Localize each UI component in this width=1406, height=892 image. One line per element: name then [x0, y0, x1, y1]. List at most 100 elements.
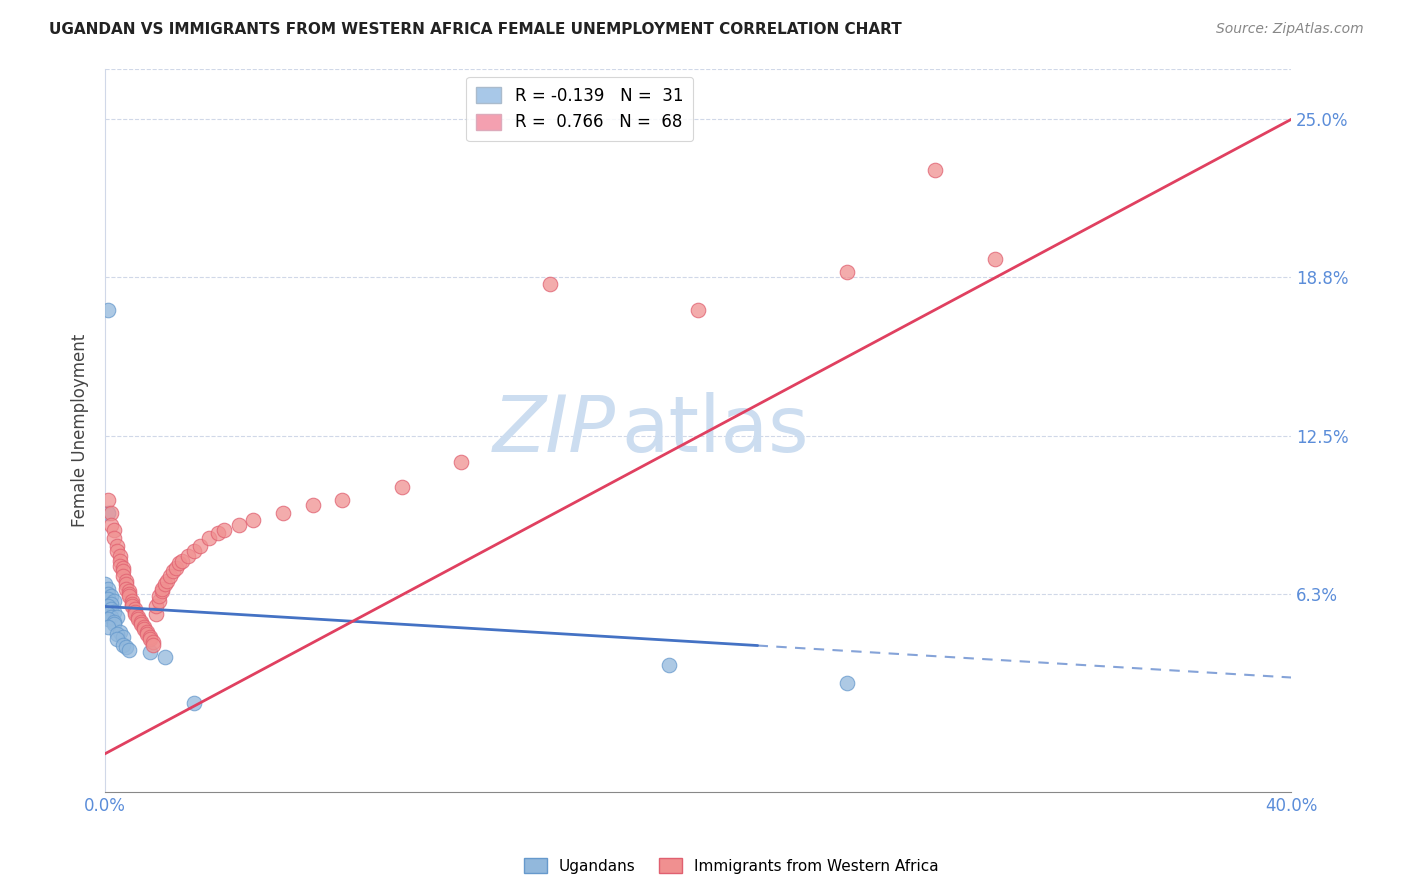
Point: [658, 657, 681, 672]
Point: [183, 696, 205, 710]
Point: [132, 622, 155, 636]
Point: [150, 584, 173, 599]
Point: [100, 609, 122, 624]
Point: [105, 627, 128, 641]
Point: [142, 638, 165, 652]
Point: [100, 597, 122, 611]
Point: [103, 617, 125, 632]
Point: [129, 617, 152, 632]
Point: [228, 518, 250, 533]
Point: [105, 543, 128, 558]
Point: [153, 576, 176, 591]
Point: [138, 632, 160, 647]
Point: [135, 624, 157, 639]
Point: [100, 506, 122, 520]
Point: [115, 576, 138, 591]
Point: [97, 591, 120, 606]
Point: [142, 635, 165, 649]
Point: [111, 569, 134, 583]
Point: [159, 569, 181, 583]
Text: UGANDAN VS IMMIGRANTS FROM WESTERN AFRICA FEMALE UNEMPLOYMENT CORRELATION CHART: UGANDAN VS IMMIGRANTS FROM WESTERN AFRIC…: [49, 22, 903, 37]
Point: [127, 612, 149, 626]
Point: [108, 558, 131, 573]
Point: [103, 605, 125, 619]
Point: [135, 627, 157, 641]
Point: [138, 645, 160, 659]
Point: [538, 277, 561, 292]
Point: [97, 607, 120, 621]
Point: [100, 590, 122, 604]
Point: [150, 582, 173, 596]
Point: [100, 602, 122, 616]
Point: [108, 549, 131, 563]
Point: [100, 518, 122, 533]
Point: [111, 630, 134, 644]
Point: [688, 302, 710, 317]
Point: [97, 599, 120, 614]
Point: [103, 524, 125, 538]
Point: [108, 554, 131, 568]
Text: atlas: atlas: [621, 392, 808, 468]
Point: [391, 480, 413, 494]
Point: [132, 620, 155, 634]
Point: [103, 531, 125, 545]
Point: [115, 582, 138, 596]
Point: [103, 594, 125, 608]
Point: [835, 675, 858, 690]
Point: [148, 594, 170, 608]
Point: [121, 597, 143, 611]
Point: [105, 632, 128, 647]
Point: [124, 602, 146, 616]
Point: [129, 615, 152, 629]
Point: [97, 582, 120, 596]
Point: [103, 615, 125, 629]
Point: [105, 539, 128, 553]
Point: [198, 531, 221, 545]
Point: [188, 539, 211, 553]
Point: [924, 163, 946, 178]
Y-axis label: Female Unemployment: Female Unemployment: [72, 334, 89, 527]
Point: [212, 524, 235, 538]
Legend: R = -0.139   N =  31, R =  0.766   N =  68: R = -0.139 N = 31, R = 0.766 N = 68: [467, 77, 693, 141]
Point: [177, 549, 200, 563]
Point: [105, 609, 128, 624]
Point: [121, 594, 143, 608]
Point: [111, 561, 134, 575]
Point: [165, 561, 187, 575]
Point: [138, 630, 160, 644]
Point: [108, 624, 131, 639]
Point: [301, 498, 323, 512]
Point: [97, 587, 120, 601]
Point: [118, 587, 141, 601]
Point: [118, 584, 141, 599]
Point: [127, 609, 149, 624]
Point: [97, 506, 120, 520]
Point: [242, 513, 264, 527]
Point: [271, 506, 294, 520]
Point: [153, 650, 176, 665]
Point: [115, 574, 138, 588]
Point: [118, 590, 141, 604]
Point: [97, 620, 120, 634]
Point: [111, 638, 134, 652]
Point: [94, 576, 117, 591]
Point: [124, 607, 146, 621]
Point: [835, 264, 858, 278]
Point: [111, 564, 134, 578]
Legend: Ugandans, Immigrants from Western Africa: Ugandans, Immigrants from Western Africa: [517, 852, 945, 880]
Point: [162, 564, 184, 578]
Point: [172, 554, 194, 568]
Point: [183, 543, 205, 558]
Point: [121, 599, 143, 614]
Point: [450, 455, 472, 469]
Point: [148, 590, 170, 604]
Point: [118, 642, 141, 657]
Point: [97, 492, 120, 507]
Point: [332, 492, 354, 507]
Point: [145, 607, 167, 621]
Point: [145, 599, 167, 614]
Point: [97, 612, 120, 626]
Text: ZIP: ZIP: [492, 392, 616, 468]
Point: [207, 525, 229, 540]
Text: Source: ZipAtlas.com: Source: ZipAtlas.com: [1216, 22, 1364, 37]
